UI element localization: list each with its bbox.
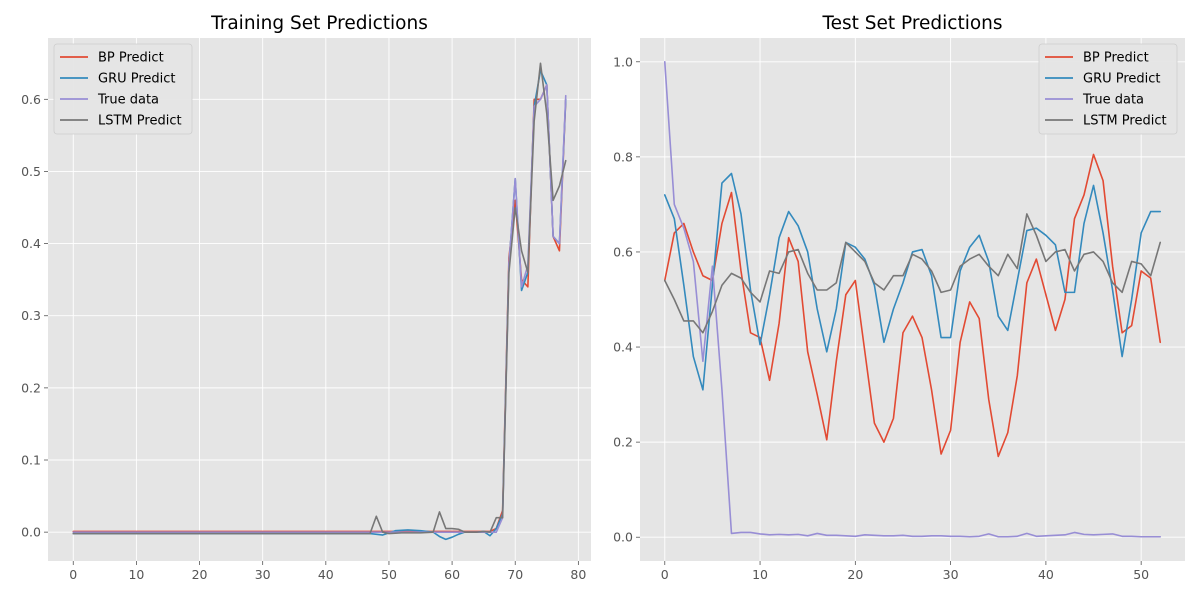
y-axis: 0.0 0.1 0.2 0.3 0.4 0.5 0.6 bbox=[21, 92, 48, 540]
x-tick-label: 80 bbox=[570, 567, 586, 582]
x-tick-label: 0 bbox=[69, 567, 77, 582]
legend-label: BP Predict bbox=[98, 51, 164, 66]
test-set-chart: 0 10 20 30 40 50 0.0 0.2 0.4 0.6 0.8 1.0 BP Predict G… bbox=[613, 13, 1185, 582]
y-tick-label: 0.6 bbox=[21, 92, 41, 107]
series-line-bp-predict bbox=[663, 153, 1162, 458]
x-tick-label: 30 bbox=[943, 567, 959, 582]
series-line-lstm-predict bbox=[663, 213, 1162, 334]
legend: BP Predict GRU Predict True data LSTM Predi… bbox=[1038, 43, 1178, 135]
legend-label: LSTM Predict bbox=[98, 114, 182, 129]
series-lines bbox=[72, 62, 567, 541]
y-tick-label: 0.5 bbox=[21, 164, 41, 179]
legend: BP Predict GRU Predict True data LSTM Predi… bbox=[53, 43, 193, 135]
x-tick-label: 10 bbox=[128, 567, 144, 582]
series-line-true-data bbox=[663, 60, 1162, 538]
y-tick-label: 0.3 bbox=[21, 308, 41, 323]
legend-box bbox=[53, 43, 193, 135]
y-tick-label: 0.0 bbox=[613, 530, 633, 545]
x-tick-label: 50 bbox=[1133, 567, 1149, 582]
x-tick-label: 60 bbox=[444, 567, 460, 582]
y-tick-label: 0.4 bbox=[21, 236, 41, 251]
chart-title: Training Set Predictions bbox=[210, 13, 428, 34]
series-lines bbox=[663, 60, 1162, 538]
x-axis: 0 10 20 30 40 50 bbox=[661, 561, 1149, 582]
legend-label: True data bbox=[1082, 93, 1144, 108]
x-tick-label: 50 bbox=[381, 567, 397, 582]
legend-label: LSTM Predict bbox=[1083, 114, 1167, 129]
x-tick-label: 20 bbox=[847, 567, 863, 582]
chart-title: Test Set Predictions bbox=[821, 13, 1002, 34]
legend-label: BP Predict bbox=[1083, 51, 1149, 66]
y-axis: 0.0 0.2 0.4 0.6 0.8 1.0 bbox=[613, 54, 640, 545]
y-tick-label: 0.2 bbox=[613, 435, 633, 450]
x-axis: 0 10 20 30 40 50 60 70 80 bbox=[69, 561, 586, 582]
y-tick-label: 1.0 bbox=[613, 54, 633, 69]
y-tick-label: 0.8 bbox=[613, 149, 633, 164]
legend-box bbox=[1038, 43, 1178, 135]
series-line-gru-predict bbox=[663, 172, 1162, 391]
x-tick-label: 40 bbox=[318, 567, 334, 582]
x-tick-label: 20 bbox=[192, 567, 208, 582]
x-tick-label: 0 bbox=[661, 567, 669, 582]
x-tick-label: 70 bbox=[507, 567, 523, 582]
x-tick-label: 40 bbox=[1038, 567, 1054, 582]
x-tick-label: 10 bbox=[752, 567, 768, 582]
y-tick-label: 0.2 bbox=[21, 380, 41, 395]
legend-label: True data bbox=[97, 93, 159, 108]
y-tick-label: 0.0 bbox=[21, 525, 41, 540]
legend-label: GRU Predict bbox=[98, 72, 176, 87]
legend-label: GRU Predict bbox=[1083, 72, 1161, 87]
y-tick-label: 0.1 bbox=[21, 453, 41, 468]
series-line-true-data bbox=[72, 84, 567, 533]
y-tick-label: 0.6 bbox=[613, 244, 633, 259]
series-line-lstm-predict bbox=[72, 62, 567, 535]
x-tick-label: 30 bbox=[255, 567, 271, 582]
y-tick-label: 0.4 bbox=[613, 340, 633, 355]
training-set-chart: 0 10 20 30 40 50 60 70 80 0.0 0.1 0.2 0.3 0.4 0.5 0.6 BP… bbox=[21, 13, 591, 582]
